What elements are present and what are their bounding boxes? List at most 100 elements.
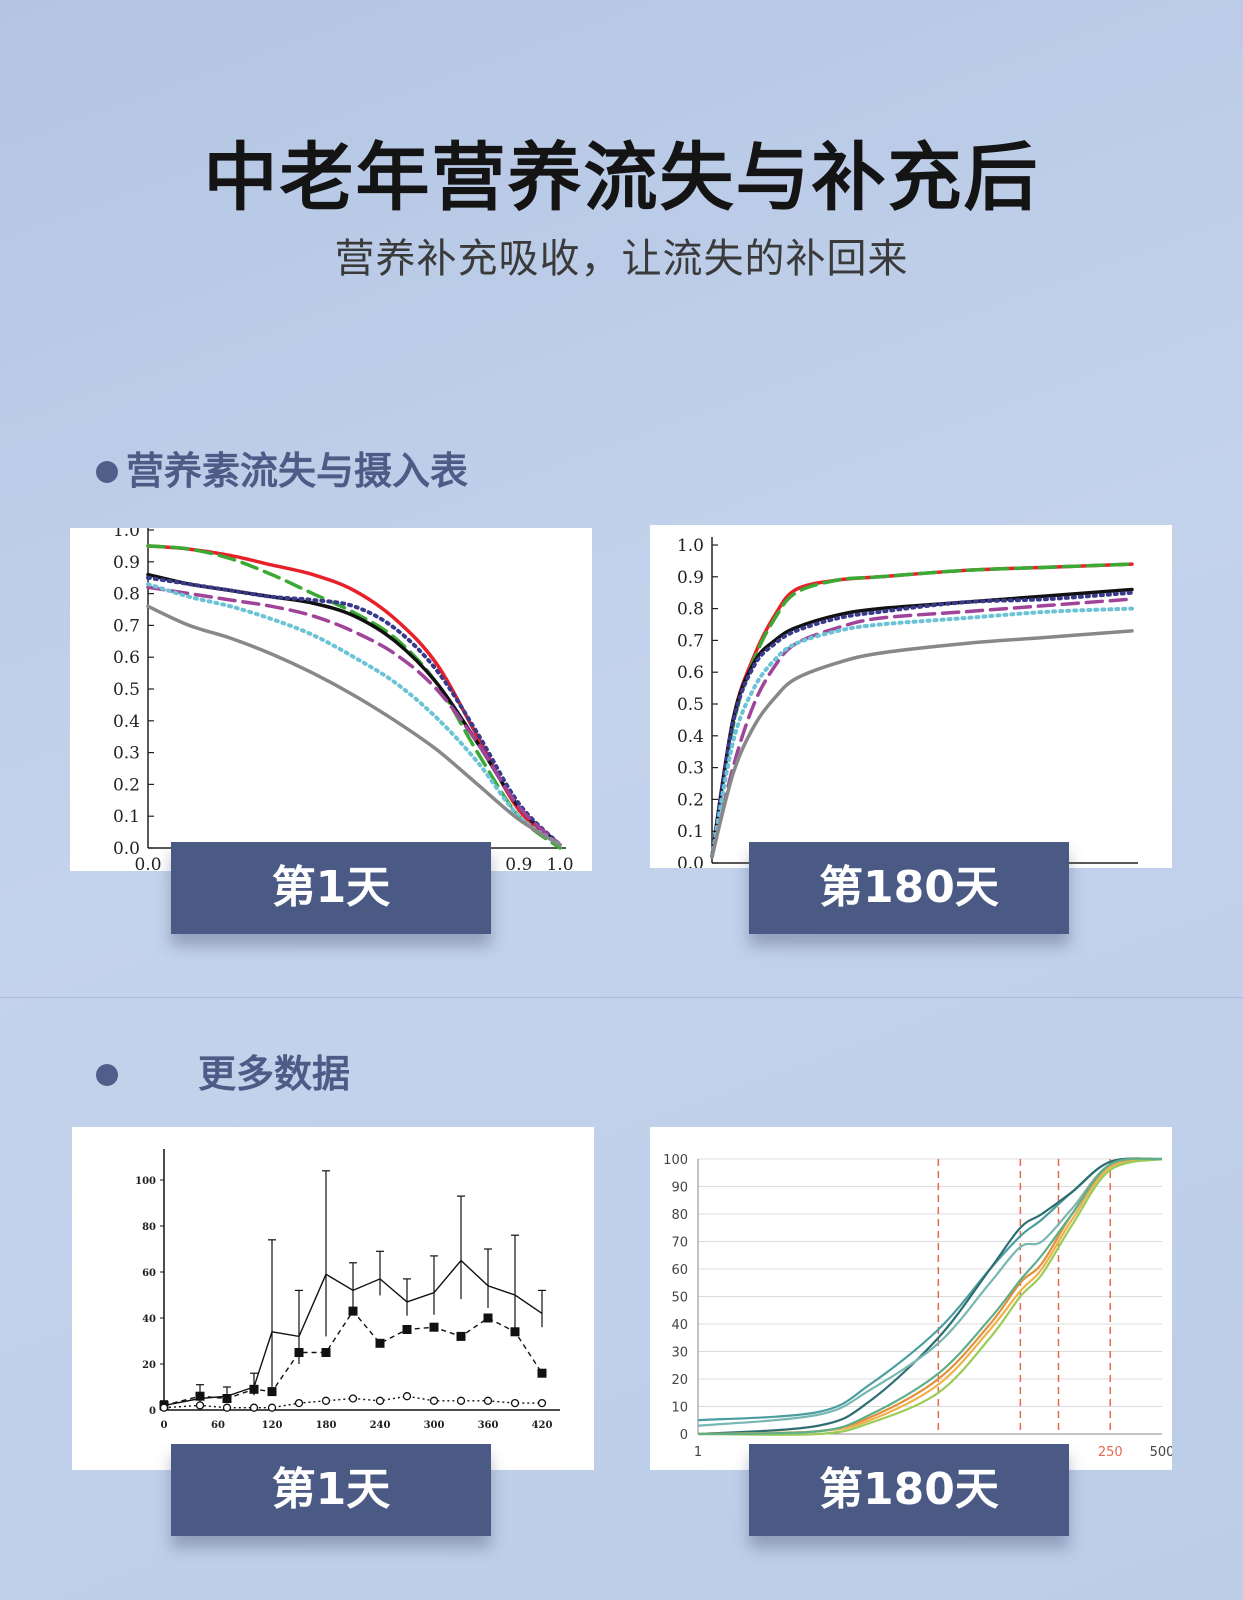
section-divider [0, 997, 1243, 998]
day-tag-day180-more: 第180天 [749, 1444, 1069, 1536]
x-tick-label: 1 [694, 1445, 702, 1460]
data-point-circle [195, 1401, 205, 1410]
data-point-square [321, 1348, 331, 1357]
x-tick-label: 120 [262, 1420, 283, 1431]
y-tick-label: 20 [142, 1360, 156, 1371]
data-point-square [294, 1348, 304, 1357]
x-tick-label: 0.0 [134, 855, 161, 871]
chart-panel-day1: 0.0 0.1 0.2 0.3 0.4 0.5 0.6 0.7 0.8 0.9 1.0 0.0 0.9 1… [70, 528, 592, 871]
series-line-7 [710, 629, 1134, 859]
y-tick-label: 0.1 [677, 822, 704, 842]
chart-panel-day1-more: 0 20 40 60 80 100 0 60 120 180 240 300 360 420 [72, 1127, 594, 1470]
series-line-3 [710, 587, 1134, 859]
section-title-loss-intake: 营养素流失与摄入表 [126, 449, 469, 493]
x-tick-label: 1.0 [546, 855, 573, 871]
data-point-square [429, 1322, 439, 1332]
series-line-2 [163, 1309, 543, 1407]
data-point-circle [456, 1396, 466, 1405]
y-tick-label: 0.6 [113, 648, 140, 668]
data-point-circle [429, 1396, 439, 1405]
chart-more-day180: 0 10 20 30 40 50 60 70 80 90 100 1 250 500 [663, 1153, 1172, 1460]
series-line-5 [710, 597, 1134, 859]
y-tick-label: 80 [671, 1208, 688, 1223]
y-tick-label: 0 [149, 1406, 156, 1417]
section-title-more-data: 更多数据 [198, 1052, 351, 1096]
data-point-circle [483, 1396, 493, 1405]
x-tick-label: 0 [161, 1420, 168, 1431]
data-point-circle [267, 1403, 277, 1412]
y-tick-label: 100 [135, 1176, 156, 1187]
y-tick-label: 90 [671, 1181, 688, 1196]
chart-panel-day180: 0.0 0.1 0.2 0.3 0.4 0.5 0.6 0.7 0.8 0.9 1.0 [650, 525, 1172, 868]
page-title: 中老年营养流失与补充后 [203, 135, 1040, 221]
day-tag-day1-more: 第1天 [171, 1444, 491, 1536]
data-point-square [195, 1391, 205, 1401]
series-line-6 [710, 606, 1134, 859]
series-line-2 [697, 1157, 1163, 1436]
y-tick-label: 0.8 [677, 600, 704, 620]
data-point-square [267, 1387, 277, 1397]
y-tick-label: 0.8 [113, 585, 140, 605]
y-tick-label: 50 [671, 1291, 688, 1306]
series-line-3 [163, 1395, 542, 1409]
section-bullet [96, 1064, 118, 1086]
y-tick-label: 0.1 [113, 807, 140, 827]
section-bullet [96, 461, 118, 483]
y-tick-label: 10 [671, 1401, 688, 1416]
data-point-square [222, 1394, 232, 1403]
data-point-square [348, 1306, 358, 1316]
series-line-4 [710, 590, 1134, 859]
y-tick-label: 60 [142, 1268, 156, 1279]
y-tick-label: 30 [671, 1346, 688, 1361]
y-tick-label: 0.9 [677, 568, 704, 588]
data-point-circle [249, 1403, 259, 1412]
data-point-square [537, 1368, 547, 1378]
series-line-6 [146, 582, 562, 847]
y-tick-label: 0.7 [113, 616, 140, 636]
chart-loss-day1: 0.0 0.1 0.2 0.3 0.4 0.5 0.6 0.7 0.8 0.9 1.0 0.0 0.9 1… [113, 528, 574, 871]
y-tick-label: 70 [671, 1236, 688, 1251]
series-line-6 [697, 1157, 1163, 1436]
y-tick-label: 0.0 [677, 854, 704, 868]
data-point-circle [348, 1394, 358, 1403]
data-point-square [249, 1384, 259, 1394]
series-line-4 [146, 575, 562, 847]
data-point-circle [321, 1396, 331, 1405]
data-point-circle [537, 1398, 547, 1408]
y-tick-label: 0.3 [677, 759, 704, 779]
series-line-3 [697, 1157, 1163, 1427]
y-tick-label: 0.5 [113, 680, 140, 700]
x-tick-label: 500 [1150, 1445, 1172, 1460]
data-point-circle [375, 1396, 385, 1405]
y-tick-label: 0.7 [677, 631, 704, 651]
data-point-circle [159, 1403, 169, 1412]
y-tick-label: 0.5 [677, 695, 704, 715]
y-tick-label: 0.9 [113, 553, 140, 573]
y-tick-label: 0.2 [113, 775, 140, 795]
day-tag-day180: 第180天 [749, 842, 1069, 934]
series-line-5 [146, 585, 562, 847]
x-tick-label: 360 [478, 1420, 499, 1431]
y-tick-label: 0.4 [677, 727, 704, 747]
y-tick-label: 20 [671, 1373, 688, 1388]
y-tick-label: 0.0 [113, 839, 140, 859]
data-point-square [483, 1313, 493, 1323]
x-tick-label: 180 [316, 1420, 337, 1431]
data-point-square [510, 1327, 520, 1337]
chart-more-day1: 0 20 40 60 80 100 0 60 120 180 240 300 360 420 [135, 1149, 560, 1431]
data-point-square [375, 1338, 385, 1348]
y-tick-label: 60 [671, 1263, 688, 1278]
day-tag-day1: 第1天 [171, 842, 491, 934]
data-point-circle [510, 1398, 520, 1408]
x-tick-label: 300 [424, 1420, 445, 1431]
series-line-2 [146, 544, 562, 850]
x-tick-label: 240 [370, 1420, 391, 1431]
y-tick-label: 0.6 [677, 663, 704, 683]
chart-intake-day180: 0.0 0.1 0.2 0.3 0.4 0.5 0.6 0.7 0.8 0.9 1.0 [677, 536, 1138, 868]
data-point-square [402, 1325, 412, 1334]
data-point-square [456, 1331, 466, 1341]
data-point-circle [222, 1403, 232, 1412]
y-tick-label: 0.4 [113, 712, 140, 732]
x-tick-label: 60 [211, 1420, 225, 1431]
x-tick-label: 0.9 [505, 855, 532, 871]
